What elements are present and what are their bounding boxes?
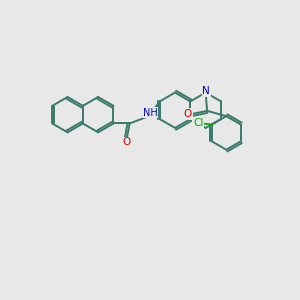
Text: NH: NH	[143, 108, 158, 118]
Text: N: N	[202, 86, 210, 96]
Text: O: O	[184, 109, 192, 119]
Text: Cl: Cl	[193, 118, 203, 128]
Text: O: O	[122, 137, 130, 147]
